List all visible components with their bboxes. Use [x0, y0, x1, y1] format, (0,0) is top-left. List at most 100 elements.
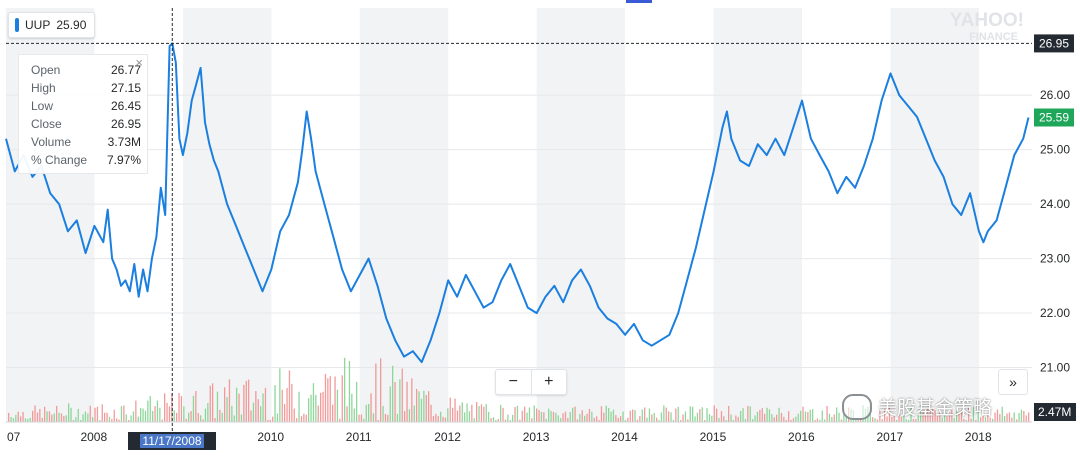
volume-bar: [63, 415, 65, 422]
volume-bar: [672, 420, 675, 422]
close-icon[interactable]: ×: [135, 55, 143, 70]
volume-bar: [999, 414, 1001, 422]
volume-bar: [742, 408, 744, 422]
volume-bar: [466, 403, 468, 422]
volume-bar: [490, 418, 492, 422]
volume-bar: [689, 406, 691, 422]
volume-bar: [840, 419, 843, 422]
volume-bar: [375, 363, 377, 422]
volume-bar: [900, 417, 903, 422]
volume-bar: [660, 412, 663, 422]
volume-bar: [946, 416, 948, 422]
volume-bar: [684, 411, 687, 422]
volume-bar: [444, 417, 447, 422]
volume-bar: [51, 414, 53, 422]
volume-bar: [692, 406, 694, 422]
ticker-legend[interactable]: UUP 25.90: [8, 12, 96, 38]
volume-bar: [130, 415, 132, 422]
volume-bar: [370, 393, 372, 422]
volume-bar: [118, 419, 120, 422]
volume-bar: [99, 420, 101, 422]
volume-bar: [360, 414, 363, 422]
volume-bar: [548, 408, 550, 422]
volume-bar: [10, 416, 12, 422]
volume-bar: [389, 386, 391, 422]
volume-bar: [447, 408, 449, 422]
volume-bar: [108, 416, 111, 422]
crosshair-price-text: 26.95: [1039, 36, 1069, 50]
volume-bar: [519, 419, 521, 422]
volume-bar: [874, 418, 876, 422]
volume-bar: [821, 410, 823, 422]
volume-bar: [908, 420, 910, 422]
volume-bar: [1001, 406, 1003, 422]
volume-bar: [279, 368, 281, 422]
volume-bar: [188, 412, 190, 422]
volume-bar: [576, 419, 579, 422]
volume-bar: [420, 398, 423, 422]
volume-bar: [951, 409, 953, 422]
tooltip-value: 7.97%: [106, 153, 141, 167]
volume-bar: [286, 387, 288, 422]
volume-bar: [298, 391, 300, 422]
volume-bar: [557, 415, 559, 422]
x-tick-label: 2017: [876, 430, 903, 444]
volume-bar: [624, 420, 627, 422]
volume-bar: [68, 403, 70, 422]
volume-bar: [123, 405, 125, 422]
y-tick-label: 23.00: [1040, 252, 1070, 266]
volume-bar: [984, 417, 987, 422]
volume-bar: [233, 415, 235, 422]
volume-bar: [29, 417, 31, 422]
volume-bar: [567, 417, 569, 422]
volume-bar: [528, 407, 531, 422]
volume-bar: [987, 413, 989, 422]
volume-bar: [12, 418, 15, 422]
volume-bar: [171, 393, 173, 422]
volume-bar: [718, 418, 720, 422]
volume-bar: [137, 416, 139, 422]
volume-bar: [260, 406, 262, 422]
volume-bar: [1023, 410, 1025, 422]
volume-bar: [627, 417, 629, 422]
volume-bar: [687, 419, 689, 422]
volume-bar: [574, 406, 576, 422]
volume-bar: [888, 407, 891, 422]
volume-bar: [939, 412, 941, 422]
volume-bar: [845, 416, 847, 422]
volume-bar: [46, 411, 48, 422]
volume-bar: [394, 382, 396, 422]
volume-bar: [665, 407, 667, 422]
volume-bar: [521, 410, 523, 422]
volume-bar: [500, 404, 502, 422]
volume-bar: [600, 406, 603, 422]
volume-bar: [492, 417, 495, 422]
volume-bar: [891, 417, 893, 422]
volume-bar: [324, 373, 327, 422]
volume-bar: [437, 416, 439, 422]
volume-bar: [238, 393, 240, 422]
zoom-in-button[interactable]: +: [544, 373, 554, 390]
x-tick-label: 2012: [434, 430, 461, 444]
volume-bar: [608, 407, 610, 422]
volume-bar: [464, 412, 466, 422]
volume-bar: [512, 414, 514, 422]
top-indicator: [626, 0, 652, 3]
volume-bar: [363, 418, 365, 422]
volume-bar: [308, 398, 310, 422]
volume-bar: [382, 406, 384, 422]
volume-bar: [747, 405, 749, 422]
volume-bar: [581, 410, 583, 422]
volume-bar: [312, 383, 315, 422]
volume-bar: [212, 383, 214, 422]
volume-bar: [824, 419, 826, 422]
volume-bar: [812, 409, 814, 422]
volume-bar: [111, 418, 113, 422]
year-band: [359, 8, 449, 422]
volume-bar: [953, 418, 955, 422]
volume-bar: [168, 406, 171, 422]
zoom-out-button[interactable]: −: [496, 370, 532, 394]
volume-bar: [70, 407, 72, 422]
scroll-right-button[interactable]: »: [998, 369, 1028, 395]
